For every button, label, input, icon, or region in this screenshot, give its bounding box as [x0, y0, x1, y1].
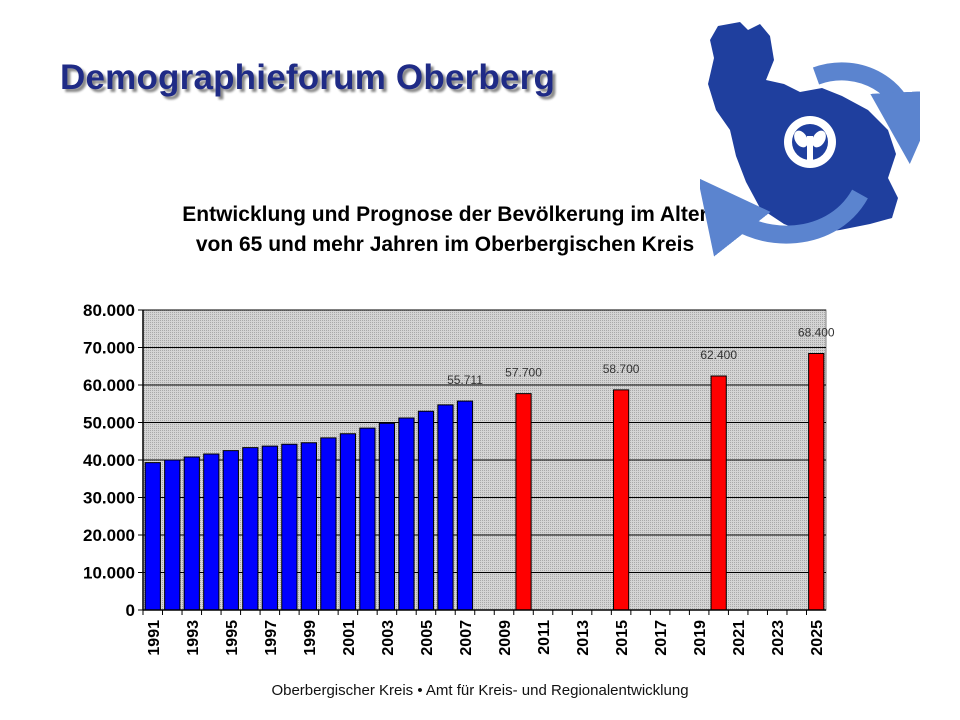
bar-actual-1993 [183, 456, 200, 611]
bar-actual-1999 [300, 442, 317, 611]
bar-actual-1991 [144, 462, 161, 611]
bar-actual-1997 [261, 445, 278, 611]
bar-actual-1996 [242, 447, 259, 611]
x-tick-label: 1993 [185, 620, 202, 656]
y-tick-label: 0 [126, 601, 135, 620]
bar-actual-2000 [320, 437, 337, 611]
data-label-2020: 62.400 [700, 348, 737, 362]
bar-forecast-2020 [710, 375, 727, 611]
oberberg-region-logo-icon [697, 18, 943, 258]
bar-actual-2003 [378, 422, 396, 611]
y-tick-label: 30.000 [83, 489, 135, 508]
y-tick-label: 50.000 [83, 414, 135, 433]
bar-actual-1994 [203, 453, 220, 611]
bar-actual-2006 [437, 404, 454, 611]
x-tick-label: 1991 [146, 620, 163, 656]
data-label-2007: 55.711 [447, 373, 483, 387]
y-tick-label: 10.000 [83, 564, 135, 583]
bar-actual-1992 [164, 459, 181, 611]
x-tick-label: 2015 [614, 620, 631, 656]
x-tick-label: 2007 [458, 620, 475, 656]
chart-title-line-2: von 65 und mehr Jahren im Oberbergischen… [195, 233, 695, 256]
bar-actual-2002 [359, 427, 376, 611]
x-tick-label: 2021 [731, 620, 748, 656]
bar-forecast-2025 [808, 353, 825, 611]
y-tick-label: 20.000 [83, 526, 135, 545]
bar-actual-2004 [398, 417, 415, 611]
bar-forecast-2010 [515, 393, 532, 611]
bar-forecast-2015 [612, 389, 630, 611]
data-label-2010: 57.700 [505, 366, 542, 380]
upper-arrow [812, 62, 943, 164]
x-tick-label: 2025 [809, 620, 826, 656]
y-tick-label: 70.000 [83, 339, 135, 358]
y-tick-label: 40.000 [83, 451, 135, 470]
x-tick-label: 1997 [263, 620, 280, 656]
bar-actual-2005 [417, 410, 435, 611]
data-label-2025: 68.400 [798, 326, 835, 340]
x-tick-label: 2003 [380, 620, 397, 656]
x-tick-label: 2013 [575, 620, 592, 656]
x-tick-label: 1999 [302, 620, 319, 656]
chart-title-line-1: Entwicklung und Prognose der Bevölkerung… [182, 203, 708, 226]
bar-actual-2001 [339, 433, 357, 611]
bar-actual-1995 [222, 450, 239, 611]
x-tick-label: 2005 [419, 620, 436, 656]
x-tick-label: 2023 [770, 620, 787, 656]
x-tick-label: 2001 [341, 620, 358, 656]
y-tick-label: 60.000 [83, 376, 135, 395]
data-label-2015: 58.700 [603, 362, 640, 376]
chart-title: Entwicklung und Prognose der Bevölkerung… [150, 200, 740, 260]
footer-text: Oberbergischer Kreis • Amt für Kreis- un… [271, 682, 689, 699]
x-tick-label: 1995 [224, 620, 241, 656]
bar-actual-1998 [281, 443, 298, 611]
page-title: Demographieforum Oberberg [60, 58, 556, 97]
x-tick-label: 2011 [536, 620, 553, 655]
lower-arrow [697, 177, 868, 257]
x-tick-label: 2017 [653, 620, 670, 656]
y-tick-label: 80.000 [83, 301, 135, 320]
x-tick-label: 2009 [497, 620, 514, 656]
bar-actual-2007 [456, 400, 474, 611]
x-tick-label: 2019 [692, 620, 709, 656]
